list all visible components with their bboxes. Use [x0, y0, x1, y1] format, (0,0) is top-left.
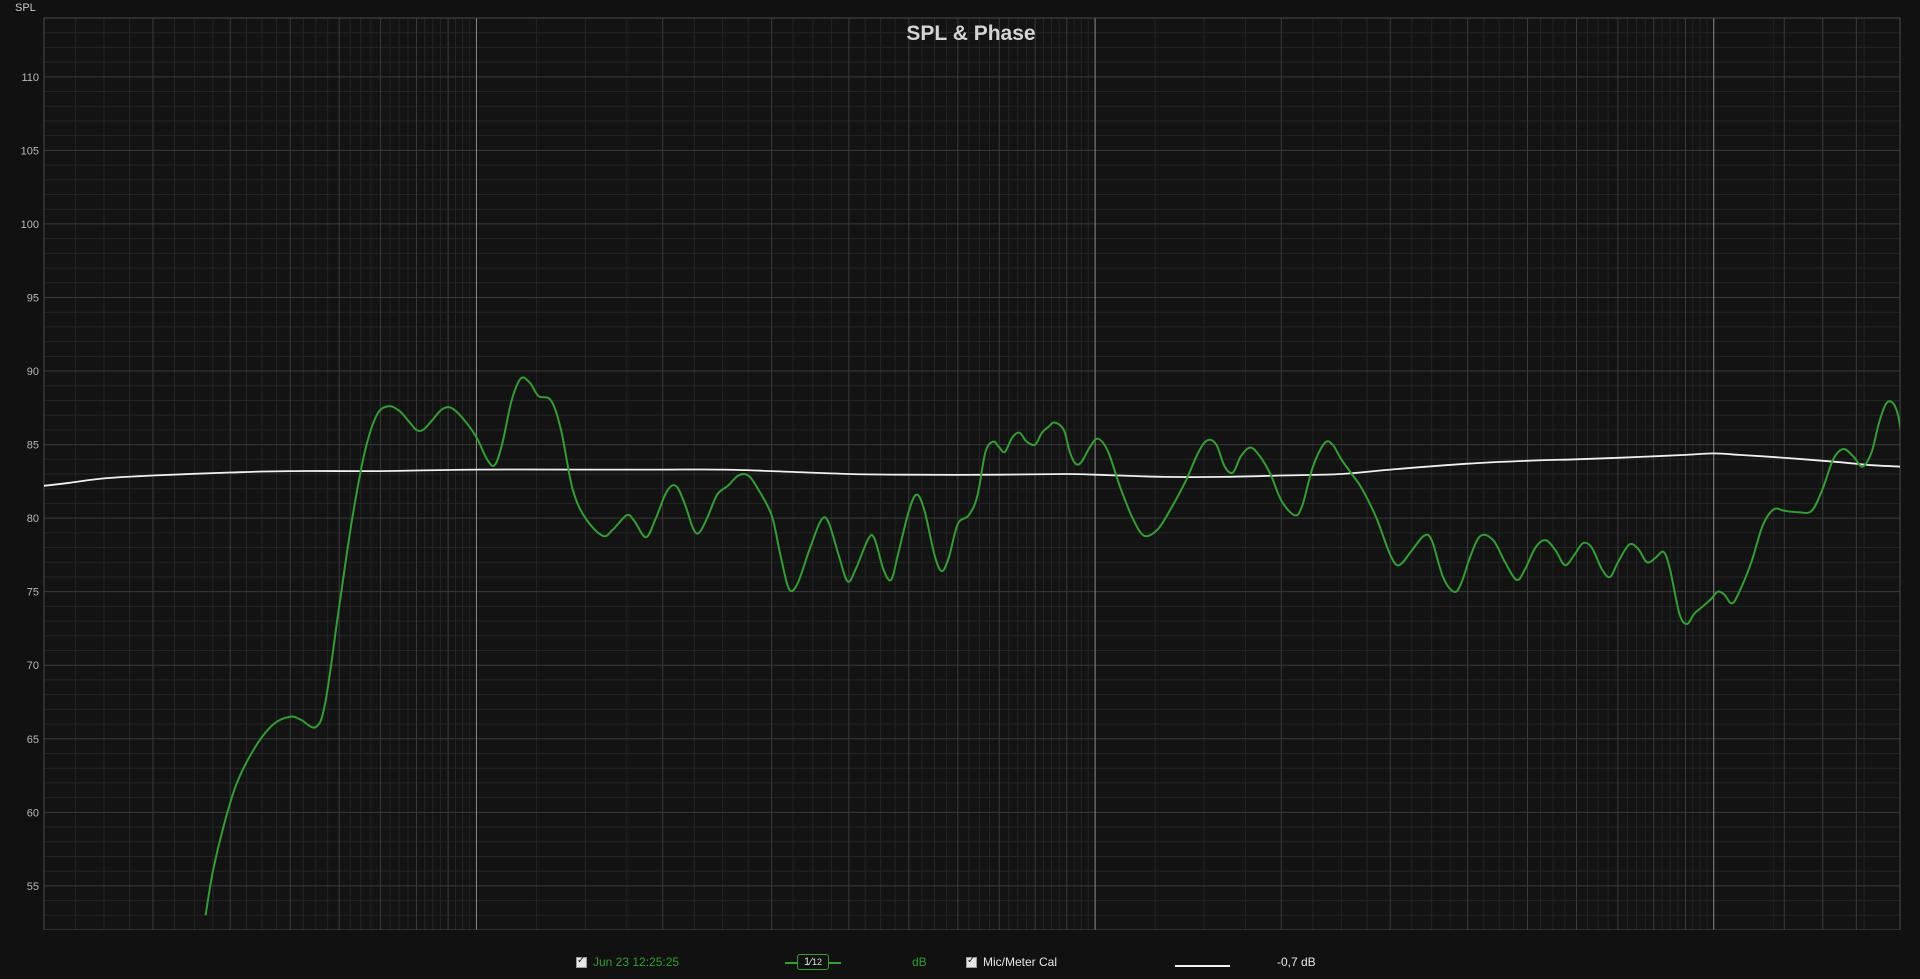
smoothing-button[interactable]: 1⁄12	[797, 954, 829, 970]
y-tick-label: 110	[21, 72, 39, 84]
series2-label: Mic/Meter Cal	[983, 955, 1058, 969]
legend-series1[interactable]: Jun 23 12:25:25	[576, 955, 679, 969]
series2-line-swatch	[1175, 965, 1230, 967]
y-tick-label: 95	[27, 292, 39, 304]
y-tick-label: 60	[27, 807, 39, 819]
y-tick-label: 105	[21, 145, 39, 157]
series1-visibility-checkbox[interactable]	[576, 955, 587, 968]
y-tick-label: 70	[27, 660, 39, 672]
smoothing-denominator: 12	[811, 957, 822, 967]
y-tick-label: 55	[27, 881, 39, 893]
y-tick-label: 80	[27, 513, 39, 525]
y-tick-label: 90	[27, 366, 39, 378]
series1-line-swatch-right	[829, 962, 841, 964]
spl-phase-chart[interactable]: 5560657075808590951001051102030405060708…	[0, 0, 1920, 930]
spl-measurement-line	[204, 376, 1900, 916]
smoothing-selector[interactable]: 1⁄12	[785, 953, 841, 971]
chart-canvas[interactable]: 5560657075808590951001051102030405060708…	[0, 0, 1920, 930]
legend-series2[interactable]: Mic/Meter Cal	[966, 955, 1057, 969]
smoothing-numerator: 1	[804, 956, 811, 968]
series2-visibility-checkbox[interactable]	[966, 955, 977, 968]
series1-line-swatch-left	[785, 962, 797, 964]
mic-cal-line	[44, 452, 1900, 487]
y-tick-label: 100	[21, 219, 39, 231]
chart-title: SPL & Phase	[906, 22, 1035, 45]
series-group	[44, 376, 1900, 916]
unit-label: dB	[912, 955, 927, 969]
plot-frame	[43, 17, 1901, 930]
y-axis-label: SPL	[15, 2, 36, 14]
y-tick-label: 85	[27, 440, 39, 452]
y-tick-label: 75	[27, 587, 39, 599]
offset-label: -0,7 dB	[1277, 955, 1316, 969]
legend-bar: Jun 23 12:25:25 1⁄12 dB Mic/Meter Cal -0…	[0, 950, 1920, 979]
y-tick-label: 65	[27, 734, 39, 746]
series1-label: Jun 23 12:25:25	[593, 955, 680, 969]
